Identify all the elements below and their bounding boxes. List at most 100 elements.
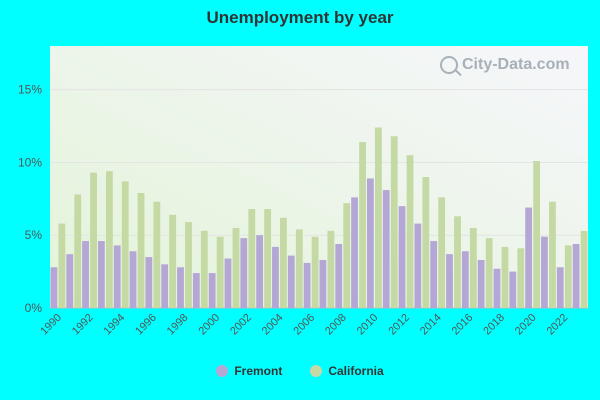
bar-fremont-2023 — [572, 243, 580, 308]
bar-california-2005 — [295, 229, 303, 308]
watermark: City-Data.com — [440, 56, 570, 74]
legend-label-fremont: Fremont — [234, 364, 283, 378]
bar-california-1991 — [74, 194, 82, 308]
bar-fremont-1999 — [192, 273, 200, 308]
bar-fremont-2005 — [287, 255, 295, 308]
bar-fremont-2010 — [366, 178, 374, 308]
bar-california-2007 — [327, 230, 335, 308]
chart-title: Unemployment by year — [206, 8, 394, 27]
bar-fremont-1997 — [161, 264, 169, 308]
x-tick-label: 2016 — [450, 312, 476, 338]
bar-fremont-2019 — [509, 271, 517, 308]
bar-fremont-2014 — [430, 241, 438, 308]
bar-fremont-2012 — [398, 206, 406, 308]
x-tick-label: 2008 — [323, 312, 349, 338]
y-tick-label: 10% — [18, 155, 42, 169]
bar-california-1992 — [90, 172, 97, 308]
bar-fremont-1996 — [145, 257, 153, 308]
bar-california-2000 — [216, 236, 224, 308]
bar-fremont-1995 — [129, 251, 137, 308]
bar-california-2013 — [422, 177, 430, 308]
bar-california-1998 — [185, 222, 192, 308]
watermark-text: City-Data.com — [462, 56, 570, 73]
bar-fremont-2004 — [272, 246, 279, 308]
bar-fremont-2002 — [240, 238, 248, 308]
x-tick-label: 2002 — [228, 312, 254, 338]
bar-california-2021 — [549, 201, 556, 308]
bar-fremont-2018 — [493, 268, 501, 308]
bar-california-2001 — [232, 227, 240, 308]
bar-california-2022 — [564, 245, 572, 308]
x-tick-label: 2018 — [481, 312, 507, 338]
x-tick-label: 2006 — [291, 312, 317, 338]
bar-fremont-2015 — [446, 254, 453, 308]
x-tick-label: 2014 — [418, 312, 444, 338]
bar-fremont-2000 — [208, 273, 216, 308]
bar-fremont-2006 — [303, 262, 311, 308]
bar-california-1997 — [169, 214, 177, 308]
bar-california-2011 — [390, 136, 398, 308]
bar-fremont-1998 — [177, 267, 184, 308]
bar-fremont-1991 — [66, 254, 74, 308]
bar-california-2017 — [485, 238, 493, 308]
bar-fremont-2011 — [382, 190, 390, 308]
bar-california-2018 — [501, 246, 509, 308]
bar-california-2008 — [343, 203, 351, 308]
bar-california-1994 — [121, 181, 129, 308]
bar-california-2010 — [374, 127, 382, 308]
bar-fremont-2016 — [461, 251, 469, 308]
x-tick-label: 2010 — [355, 312, 381, 338]
bar-california-1993 — [105, 171, 113, 308]
bar-california-2016 — [469, 227, 477, 308]
bar-california-1995 — [137, 193, 145, 308]
x-tick-label: 2000 — [196, 312, 222, 338]
legend-item-california: California — [310, 364, 384, 378]
bar-fremont-1993 — [97, 241, 105, 308]
bar-california-1999 — [200, 230, 208, 308]
x-tick-label: 2012 — [386, 312, 412, 338]
bar-california-2019 — [517, 248, 525, 308]
legend: Fremont California — [0, 364, 600, 378]
bar-california-2014 — [438, 197, 446, 308]
bar-fremont-1990 — [50, 267, 58, 308]
legend-swatch-fremont — [216, 365, 229, 377]
bar-california-2004 — [280, 217, 287, 308]
bar-fremont-2007 — [319, 259, 327, 308]
bar-california-2015 — [454, 216, 461, 308]
bar-california-1990 — [58, 223, 66, 308]
x-tick-label: 1994 — [102, 312, 128, 338]
bar-california-2020 — [533, 160, 541, 308]
legend-item-fremont: Fremont — [216, 364, 282, 378]
x-tick-label: 1998 — [165, 312, 191, 338]
legend-swatch-california — [310, 365, 323, 377]
bar-california-2012 — [406, 155, 414, 308]
x-tick-label: 1990 — [38, 312, 64, 338]
bar-california-2006 — [311, 236, 319, 308]
bar-fremont-2020 — [525, 207, 533, 308]
bar-fremont-2009 — [351, 197, 358, 308]
bar-fremont-2013 — [414, 223, 422, 308]
bar-fremont-2022 — [556, 267, 564, 308]
x-tick-label: 2004 — [260, 312, 286, 338]
x-tick-label: 2022 — [545, 312, 571, 338]
bar-california-2009 — [359, 142, 366, 308]
bar-california-2023 — [580, 230, 588, 308]
bar-fremont-2021 — [541, 236, 548, 308]
bar-fremont-1994 — [113, 245, 121, 308]
x-tick-label: 1996 — [133, 312, 159, 338]
bar-fremont-1992 — [82, 241, 89, 308]
magnifier-icon — [440, 56, 458, 74]
y-tick-label: 0% — [25, 301, 43, 315]
x-tick-label: 1992 — [70, 312, 96, 338]
bar-california-2002 — [248, 209, 256, 308]
y-tick-label: 15% — [18, 83, 42, 97]
bar-fremont-2001 — [224, 258, 232, 308]
bar-california-2003 — [264, 209, 272, 308]
bar-fremont-2008 — [335, 243, 343, 308]
bar-fremont-2003 — [256, 235, 264, 308]
bar-fremont-2017 — [477, 259, 485, 308]
legend-label-california: California — [328, 364, 384, 378]
bar-california-1996 — [153, 201, 161, 308]
y-tick-label: 5% — [25, 228, 43, 242]
